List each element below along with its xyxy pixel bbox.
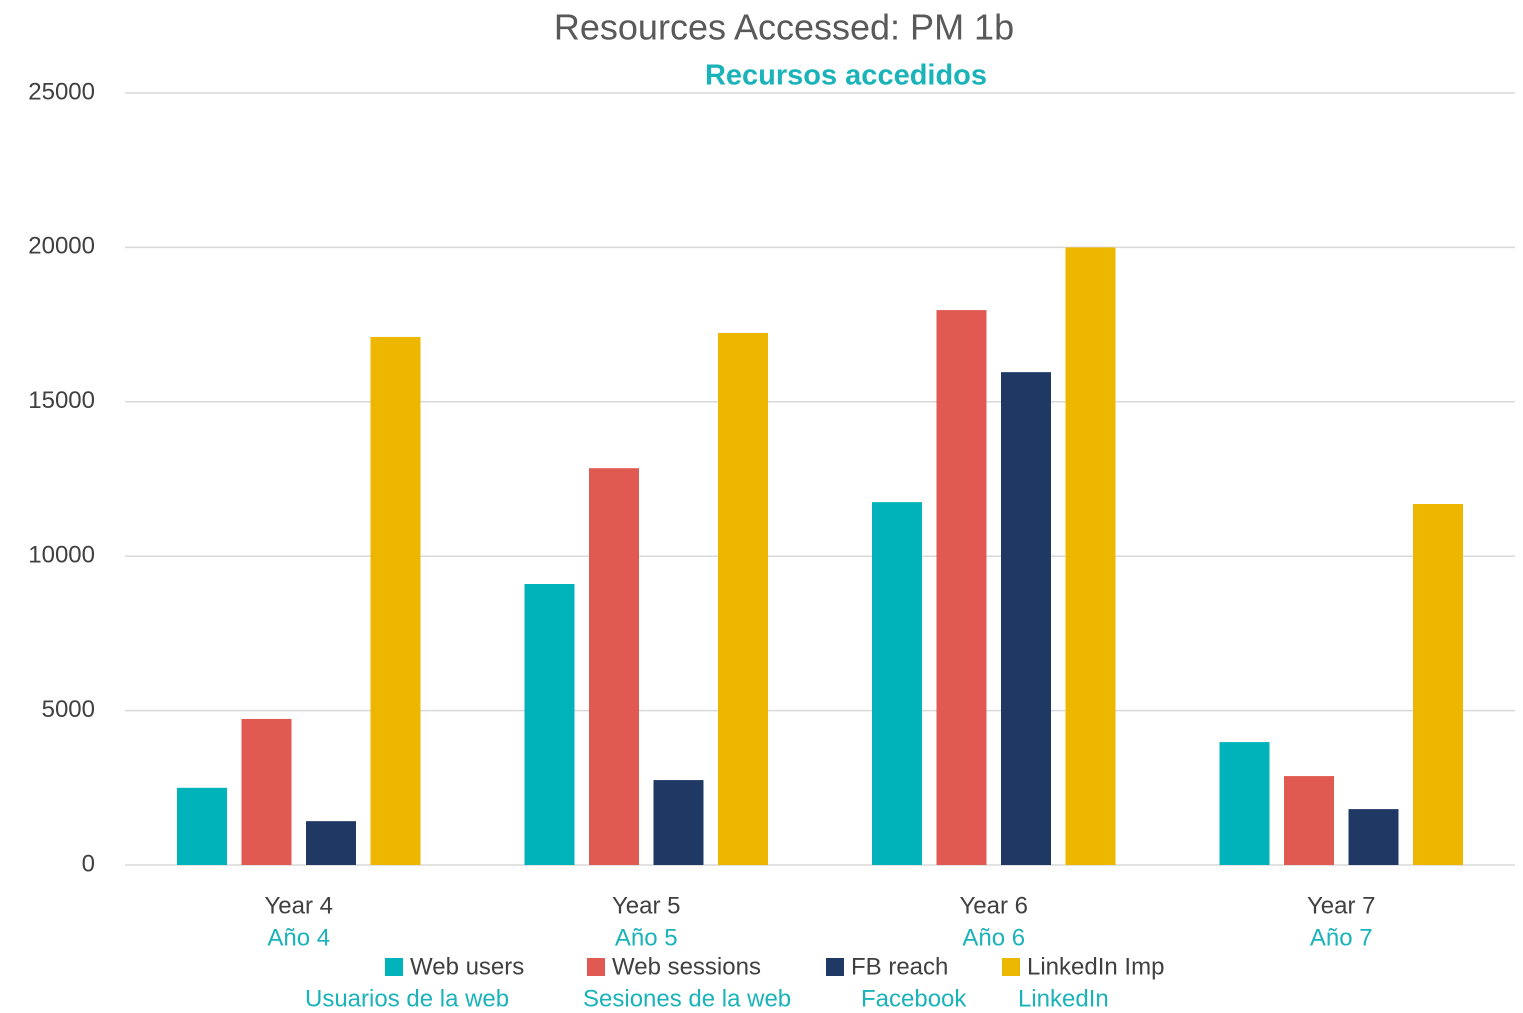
legend-label: Web users [410,953,524,980]
bar [177,787,227,865]
legend-swatch [587,958,605,976]
y-tick-label: 5000 [42,696,95,723]
x-tick-label: Year 6 [959,892,1028,919]
legend-swatch [826,958,844,976]
x-tick-label: Year 7 [1307,892,1376,919]
y-tick-label: 15000 [28,387,95,414]
x-tick-label: Year 4 [264,892,333,919]
x-tick-label-es: Año 5 [615,924,678,951]
legend-label: FB reach [851,953,948,980]
bar [653,780,704,865]
bar [1065,247,1116,865]
bar [936,310,987,865]
legend-label-es: Facebook [861,985,967,1012]
legend-label: Web sessions [612,953,761,980]
chart-subtitle: Recursos accedidos [705,60,987,92]
y-tick-label: 20000 [28,233,95,260]
x-tick-label-es: Año 4 [267,924,330,951]
legend-swatch [1002,958,1020,976]
legend-label-es: Usuarios de la web [305,985,509,1012]
legend-label-es: Sesiones de la web [583,985,791,1012]
y-tick-label: 10000 [28,542,95,569]
bar [1413,504,1463,865]
bar [1219,742,1270,865]
bar [306,821,356,865]
bar [1001,372,1051,865]
bar [241,718,292,865]
bar [1348,809,1399,865]
x-tick-label-es: Año 7 [1310,924,1373,951]
legend-swatch [385,958,403,976]
y-tick-label: 25000 [28,78,95,105]
x-tick-label-es: Año 6 [962,924,1025,951]
bar [872,502,922,865]
chart-title: Resources Accessed: PM 1b [554,7,1014,48]
y-tick-label: 0 [82,850,95,877]
legend-label-es: LinkedIn [1018,985,1109,1012]
legend-label: LinkedIn Imp [1027,953,1164,980]
bar [370,336,421,865]
x-tick-label: Year 5 [612,892,681,919]
bar [1284,776,1334,865]
bar [589,468,639,865]
bar [718,332,768,865]
bar [524,583,575,865]
